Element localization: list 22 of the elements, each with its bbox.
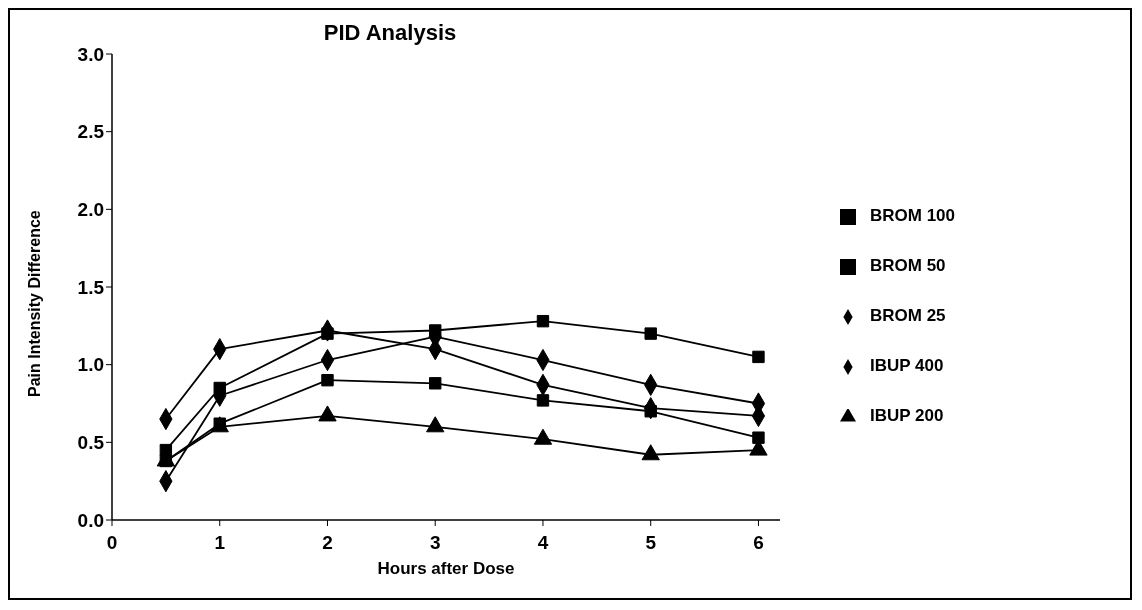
y-tick-label: 3.0 bbox=[77, 43, 104, 65]
chart-title: PID Analysis bbox=[323, 20, 457, 45]
legend-label: IBUP 200 bbox=[870, 406, 944, 425]
legend-label: BROM 100 bbox=[870, 206, 956, 225]
x-tick-label: 5 bbox=[645, 532, 657, 554]
y-tick-label: 0.0 bbox=[77, 509, 104, 531]
legend-label: BROM 25 bbox=[870, 306, 946, 325]
x-tick-label: 6 bbox=[753, 532, 764, 554]
legend-label: BROM 50 bbox=[870, 256, 946, 275]
x-tick-label: 0 bbox=[106, 532, 118, 554]
y-tick-label: 2.0 bbox=[77, 199, 104, 221]
y-tick-label: 1.0 bbox=[77, 354, 104, 376]
y-tick-label: 1.5 bbox=[77, 276, 105, 298]
x-tick-label: 1 bbox=[214, 532, 226, 554]
y-axis-title: Pain Intensity Difference bbox=[25, 210, 43, 397]
x-tick-label: 2 bbox=[322, 532, 333, 554]
x-tick-label: 3 bbox=[429, 532, 441, 554]
x-axis-title: Hours after Dose bbox=[377, 559, 515, 578]
y-tick-label: 0.5 bbox=[77, 432, 105, 454]
y-tick-label: 2.5 bbox=[77, 121, 105, 143]
x-tick-label: 4 bbox=[537, 532, 549, 554]
legend-label: IBUP 400 bbox=[870, 356, 944, 375]
